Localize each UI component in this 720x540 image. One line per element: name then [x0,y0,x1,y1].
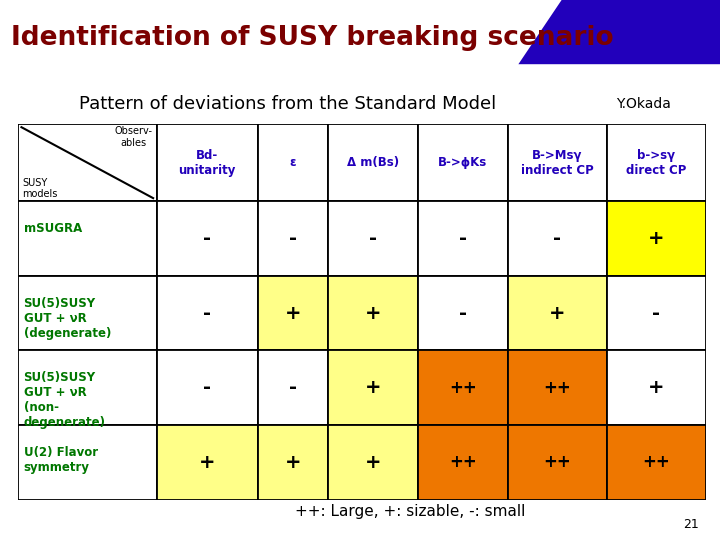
Text: ++: Large, +: sizable, -: small: ++: Large, +: sizable, -: small [295,504,526,519]
Bar [18,425,156,500]
Bar [328,276,418,350]
Text: b->sγ
direct CP: b->sγ direct CP [626,148,686,177]
Text: +: + [648,378,665,397]
Text: +: + [284,453,301,472]
Text: +: + [199,453,215,472]
Text: Y.Okada: Y.Okada [616,98,670,111]
Text: -: - [289,229,297,248]
Text: +: + [364,453,381,472]
Bar [156,276,258,350]
Text: ε: ε [289,156,296,169]
Bar [508,124,607,201]
Bar [607,124,706,201]
Text: -: - [459,303,467,322]
Text: SUSY
models: SUSY models [22,178,58,199]
Text: ++: ++ [642,453,670,471]
Bar [607,201,706,276]
Text: -: - [289,378,297,397]
Bar [607,425,706,500]
Text: SU(5)SUSY
GUT + νR
(non-
degenerate): SU(5)SUSY GUT + νR (non- degenerate) [24,371,106,429]
Bar [418,425,508,500]
Bar [508,276,607,350]
Text: B->ϕKs: B->ϕKs [438,156,487,169]
Text: +: + [549,303,565,322]
Bar [156,425,258,500]
Text: Identification of SUSY breaking scenario: Identification of SUSY breaking scenario [11,25,613,51]
Text: ++: ++ [449,453,477,471]
Bar [328,124,418,201]
Bar [18,276,156,350]
Bar [258,350,328,425]
Bar [508,350,607,425]
Text: -: - [369,229,377,248]
Text: +: + [364,303,381,322]
Text: Observ-
ables: Observ- ables [114,126,153,147]
Text: ++: ++ [543,379,571,396]
Polygon shape [518,0,720,64]
Bar [156,124,258,201]
Bar [328,425,418,500]
Bar [607,350,706,425]
Bar [418,276,508,350]
Text: -: - [203,229,211,248]
Bar [607,276,706,350]
Bar [18,201,156,276]
Bar [258,201,328,276]
Bar [258,276,328,350]
Text: Pattern of deviations from the Standard Model: Pattern of deviations from the Standard … [79,96,497,113]
Text: -: - [203,378,211,397]
Text: -: - [652,303,660,322]
Text: -: - [203,303,211,322]
Bar [18,350,156,425]
Text: ++: ++ [543,453,571,471]
Bar [508,425,607,500]
Text: U(2) Flavor
symmetry: U(2) Flavor symmetry [24,446,98,474]
Bar [156,350,258,425]
Text: B->Msγ
indirect CP: B->Msγ indirect CP [521,148,593,177]
Text: ++: ++ [449,379,477,396]
Text: +: + [284,303,301,322]
Text: Δ m(Bs): Δ m(Bs) [347,156,399,169]
Bar [18,124,156,201]
Bar [258,425,328,500]
Text: +: + [648,229,665,248]
Bar [418,350,508,425]
Bar [328,201,418,276]
Bar [418,124,508,201]
Bar [328,350,418,425]
Text: SU(5)SUSY
GUT + νR
(degenerate): SU(5)SUSY GUT + νR (degenerate) [24,296,111,340]
Text: -: - [459,229,467,248]
Bar [508,201,607,276]
Text: 21: 21 [683,518,698,531]
Text: mSUGRA: mSUGRA [24,222,82,235]
Bar [258,124,328,201]
Text: -: - [553,229,561,248]
Bar [418,201,508,276]
Text: Bd-
unitarity: Bd- unitarity [179,148,236,177]
Bar [156,201,258,276]
Text: +: + [364,378,381,397]
